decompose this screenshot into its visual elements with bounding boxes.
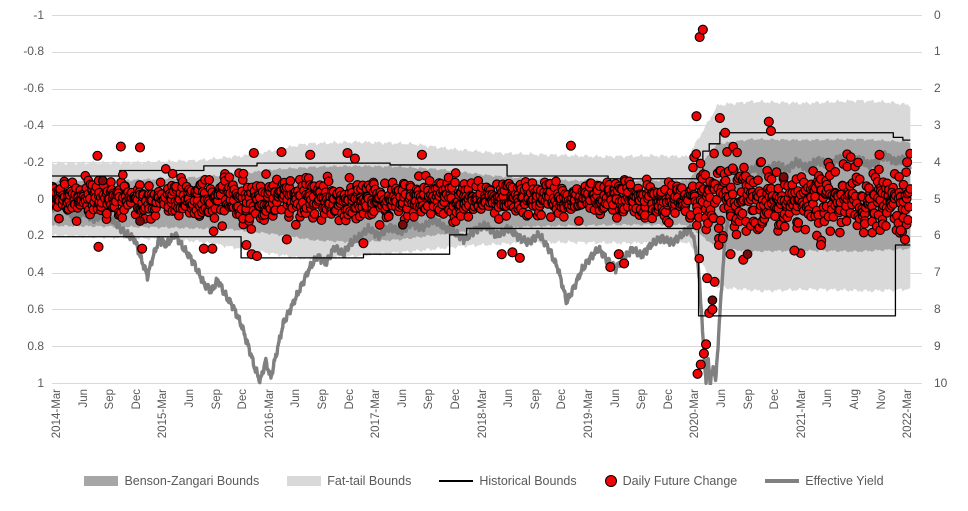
legend: Benson-Zangari Bounds Fat-tail Bounds Hi… xyxy=(0,474,968,488)
legend-label: Benson-Zangari Bounds xyxy=(124,474,260,488)
x-axis-label: Sep xyxy=(104,389,117,410)
x-axis-label: Nov xyxy=(875,389,888,410)
x-axis-label: Jun xyxy=(503,389,516,408)
x-axis-label: 2020-Mar xyxy=(689,389,702,439)
y-axis-left-label: -0.2 xyxy=(23,154,44,169)
legend-item-benson-zangari-bounds[interactable]: Benson-Zangari Bounds xyxy=(84,474,259,488)
x-axis-label: 2019-Mar xyxy=(583,389,595,439)
x-axis-label: Sep xyxy=(317,389,329,410)
x-axis-label: Jun xyxy=(77,389,90,408)
x-axis-label: 2014-Mar xyxy=(51,389,63,439)
x-axis-label: 2016-Mar xyxy=(263,389,276,439)
y-axis-right-label: 10 xyxy=(934,375,948,390)
legend-label: Historical Bounds xyxy=(479,474,577,488)
x-axis-label: Sep xyxy=(210,389,223,410)
x-axis-label: Jun xyxy=(290,389,303,408)
x-axis-label: Dec xyxy=(556,389,569,410)
band-swatch-icon xyxy=(287,476,322,486)
legend-item-effective-yield[interactable]: Effective Yield xyxy=(765,474,884,488)
x-axis-label: 2018-Mar xyxy=(476,389,489,439)
x-axis-label: Sep xyxy=(636,389,649,410)
x-axis-label: Sep xyxy=(529,389,542,410)
x-axis-label: Dec xyxy=(450,389,462,410)
y-axis-right-label: 0 xyxy=(934,7,941,22)
x-axis-label: 2015-Mar xyxy=(157,389,170,439)
y-axis-right-label: 5 xyxy=(934,191,941,206)
band-swatch-icon xyxy=(84,476,119,486)
y-axis-left-label: 0.4 xyxy=(27,265,44,280)
x-axis-label: Sep xyxy=(423,389,436,410)
y-axis-right-label: 8 xyxy=(934,301,941,316)
thick-line-swatch-icon xyxy=(765,479,800,483)
x-axis-label: Jun xyxy=(822,389,835,408)
y-axis-left-label: 0.8 xyxy=(27,338,44,353)
x-axis-label: 2022-Mar xyxy=(902,389,915,439)
y-axis-right-label: 3 xyxy=(934,117,941,132)
dot-swatch-icon xyxy=(604,475,617,487)
y-axis-left-label: -0.4 xyxy=(23,117,44,132)
y-axis-left-label: 1 xyxy=(37,375,44,390)
legend-label: Effective Yield xyxy=(805,474,884,488)
y-axis-right-label: 9 xyxy=(934,338,941,353)
y-axis-left-label: 0.6 xyxy=(27,301,44,316)
legend-label: Daily Future Change xyxy=(622,474,738,488)
y-axis-left-label: -0.8 xyxy=(23,44,44,59)
y-axis-right-label: 6 xyxy=(934,228,941,243)
x-axis-label: Jun xyxy=(184,389,196,408)
x-axis-label: Aug xyxy=(849,389,861,410)
x-axis-label: Jun xyxy=(396,389,409,408)
x-axis-label: Jun xyxy=(716,389,728,408)
legend-item-fat-tail-bounds[interactable]: Fat-tail Bounds xyxy=(287,474,411,488)
legend-label: Fat-tail Bounds xyxy=(327,474,412,488)
y-axis-left-label: -0.6 xyxy=(23,81,44,96)
x-axis-label: 2021-Mar xyxy=(795,389,808,439)
x-axis-label: Dec xyxy=(662,389,675,410)
y-axis-left-label: -1 xyxy=(33,7,44,22)
legend-item-daily-future-change[interactable]: Daily Future Change xyxy=(604,474,738,488)
y-axis-right-label: 2 xyxy=(934,81,941,96)
x-axis-label: Dec xyxy=(343,389,356,410)
x-axis-label: Sep xyxy=(742,389,755,410)
x-axis-label: 2017-Mar xyxy=(370,389,383,439)
legend-item-historical-bounds[interactable]: Historical Bounds xyxy=(439,474,577,488)
line-swatch-icon xyxy=(439,480,474,482)
y-axis-right-label: 7 xyxy=(934,265,941,280)
y-axis-right-label: 1 xyxy=(934,44,941,59)
x-axis-label: Dec xyxy=(237,389,250,410)
x-axis-label: Dec xyxy=(769,389,782,410)
x-axis-label: Dec xyxy=(130,389,143,410)
x-axis-label: Jun xyxy=(609,389,622,408)
y-axis-right-label: 4 xyxy=(934,154,941,169)
y-axis-left-label: 0 xyxy=(37,191,44,206)
y-axis-left-label: 0.2 xyxy=(27,228,44,243)
